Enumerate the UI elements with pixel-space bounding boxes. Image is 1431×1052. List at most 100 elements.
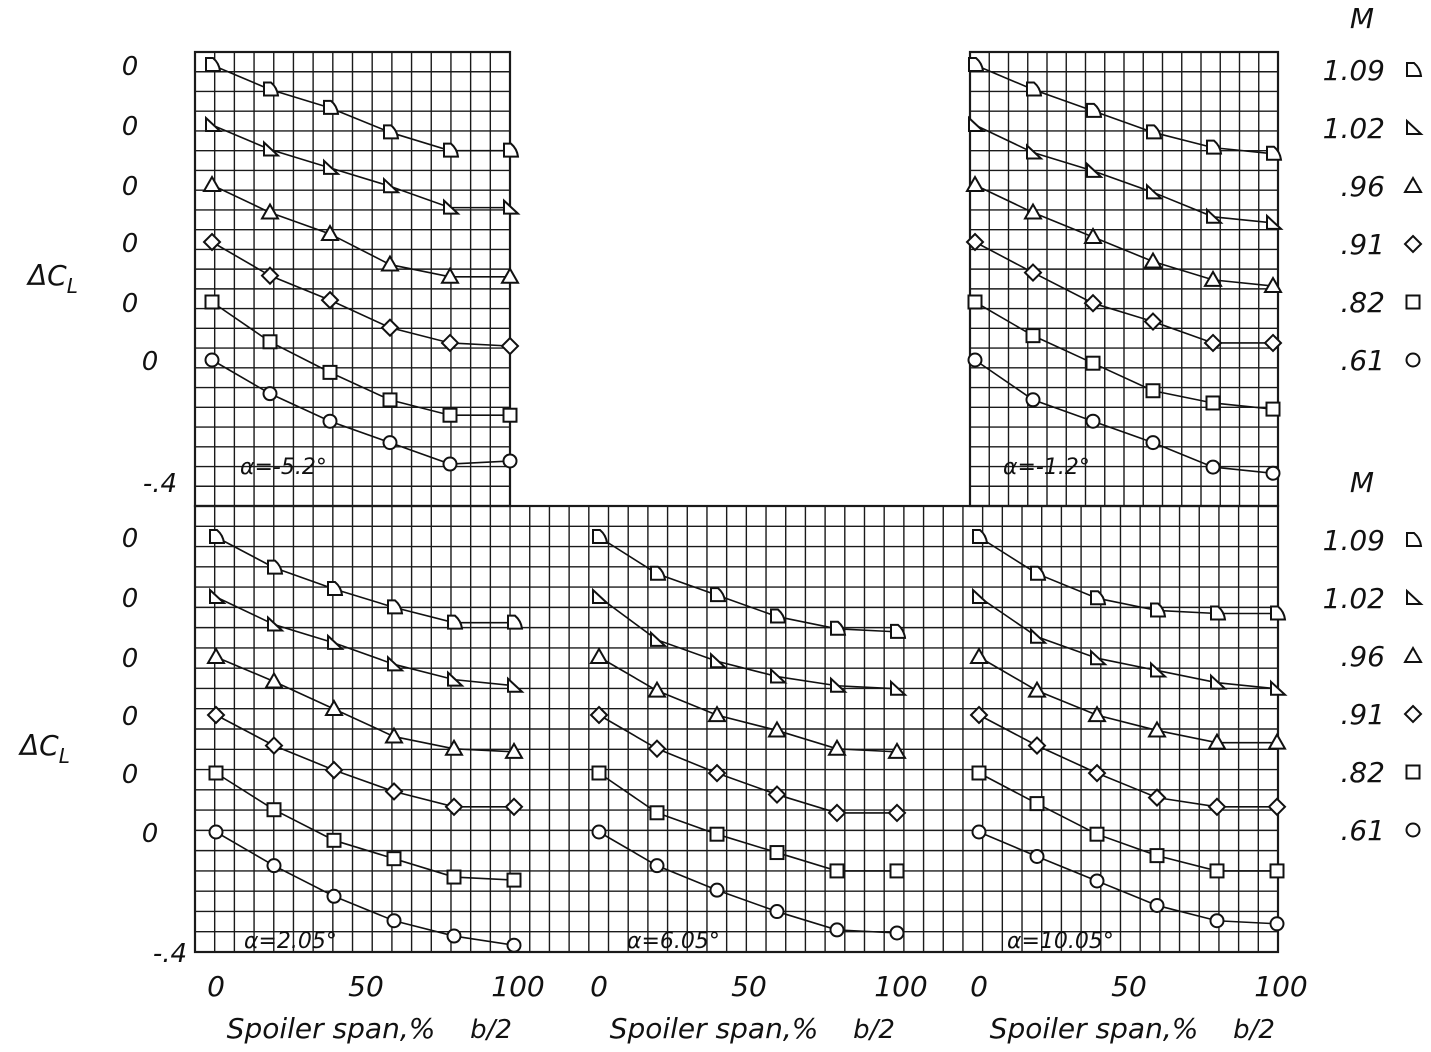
marker-square (442, 407, 458, 423)
marker-flagged-triangle-right (447, 614, 464, 630)
marker-diamond (1027, 736, 1047, 756)
marker-circle (386, 913, 402, 929)
marker-flagged-triangle-right (1266, 145, 1283, 161)
marker-circle (326, 888, 342, 904)
series-line-0.96 (211, 184, 510, 278)
legend-mach-value: 1.09 (1323, 524, 1385, 557)
marker-diamond (380, 318, 400, 338)
marker-circle (1089, 873, 1105, 889)
marker-square (1269, 863, 1285, 879)
marker-flagged-triangle-right (1030, 565, 1047, 581)
axis-zero-label: 0 (122, 760, 139, 790)
ylabel-subscript: L (67, 274, 78, 298)
marker-circle (709, 882, 725, 898)
marker-circle (1405, 352, 1421, 368)
series-line-0.82 (215, 772, 515, 881)
marker-square (1145, 383, 1161, 399)
series-line-0.82 (978, 772, 1277, 872)
marker-triangle-up (504, 741, 524, 759)
axis-zero-label: 0 (122, 289, 139, 319)
series-line-1.02 (978, 596, 1278, 690)
marker-square (1029, 796, 1045, 812)
marker-square (829, 863, 845, 879)
marker-diamond (965, 232, 985, 252)
series-line-1.02 (215, 596, 515, 687)
marker-circle (1265, 465, 1281, 481)
marker-triangle-right (503, 198, 521, 215)
marker-triangle-up (320, 223, 340, 241)
marker-triangle-right (387, 655, 405, 672)
marker-diamond (500, 336, 520, 356)
marker-diamond (206, 705, 226, 725)
chart-panel-1: α=-5.2° (202, 57, 521, 480)
marker-triangle-right (770, 667, 788, 684)
marker-triangle-right (327, 633, 345, 650)
marker-diamond (1207, 797, 1227, 817)
ylabel-delta-cl: ΔCL (26, 259, 78, 298)
marker-circle (208, 824, 224, 840)
marker-diamond (1143, 312, 1163, 331)
marker-triangle-right (267, 615, 285, 632)
marker-circle (967, 352, 983, 368)
marker-circle (1205, 459, 1221, 475)
marker-triangle-up (965, 174, 985, 192)
series-line-1.09 (215, 536, 514, 624)
axis-zero-label: 0 (122, 52, 139, 82)
axis-zero-label: 0 (122, 112, 139, 142)
marker-flagged-triangle-right (443, 142, 460, 158)
marker-circle (446, 928, 462, 944)
marker-circle (1029, 848, 1045, 864)
marker-triangle-right (650, 630, 668, 647)
marker-diamond (1403, 704, 1423, 724)
marker-triangle-right (1030, 627, 1048, 644)
marker-square (1265, 401, 1281, 417)
marker-square (326, 832, 342, 848)
marker-circle (442, 456, 458, 472)
marker-diamond (384, 782, 404, 801)
marker-diamond (887, 803, 907, 823)
marker-square (1209, 863, 1225, 879)
marker-square (1405, 764, 1421, 780)
marker-flagged-triangle-right (1210, 605, 1227, 621)
marker-circle (1145, 435, 1161, 451)
marker-circle (262, 386, 278, 402)
x-tick-label: 100 (874, 970, 927, 1003)
legend-mach-value: 1.09 (1323, 54, 1385, 87)
x-tick-label: 50 (348, 970, 384, 1003)
marker-square (386, 851, 402, 867)
marker-triangle-right (710, 651, 728, 669)
series-line-1.09 (211, 64, 510, 152)
marker-triangle-right (443, 198, 461, 215)
marker-square (208, 765, 224, 781)
marker-triangle-up (1083, 227, 1103, 245)
marker-flagged-triangle-right (1406, 532, 1423, 547)
alpha-label: α=-5.2° (240, 455, 327, 480)
ylabel-subscript: L (59, 744, 70, 768)
marker-square (967, 294, 983, 310)
marker-diamond (202, 232, 222, 252)
ylabel-delta-cl: ΔCL (18, 729, 70, 768)
series-line-1.02 (211, 124, 510, 209)
marker-diamond (324, 760, 344, 780)
grid-border (193, 504, 1280, 954)
series-line-1.09 (598, 536, 898, 633)
marker-square (1089, 826, 1105, 842)
marker-triangle-up (1263, 275, 1283, 293)
marker-diamond (260, 266, 280, 286)
series-line-1.02 (598, 596, 898, 690)
marker-triangle-up (500, 266, 520, 284)
chart-panel-2: α=-1.2° (965, 57, 1284, 481)
marker-triangle-right (890, 679, 908, 696)
marker-circle (649, 858, 665, 874)
legend-mach-value: .82 (1340, 756, 1385, 789)
marker-triangle-right (830, 676, 848, 693)
alpha-label: α=6.05° (627, 929, 720, 954)
marker-flagged-triangle-right (263, 81, 280, 97)
marker-square (322, 364, 338, 380)
marker-triangle-right (263, 140, 281, 157)
series-line-0.91 (211, 241, 511, 347)
alpha-label: α=2.05° (244, 929, 337, 954)
marker-flagged-triangle-right (972, 529, 989, 544)
marker-square (266, 802, 282, 818)
marker-triangle-right (1146, 183, 1164, 200)
